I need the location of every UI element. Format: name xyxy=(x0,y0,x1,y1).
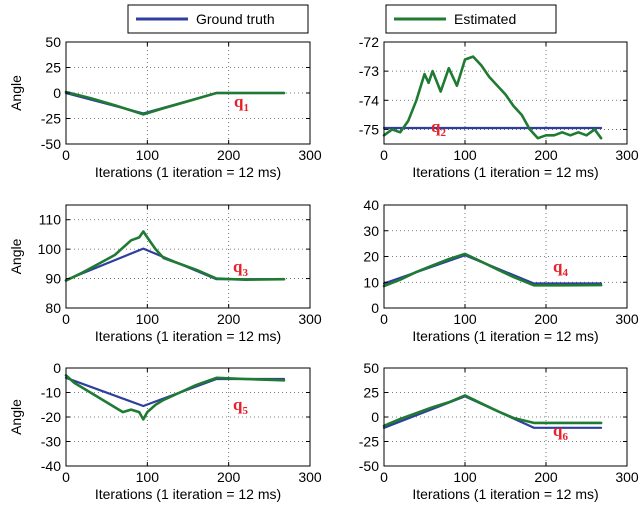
x-tick-label: 200 xyxy=(217,311,241,327)
legend-label: Estimated xyxy=(454,11,516,27)
y-tick-label: -40 xyxy=(41,458,61,474)
x-tick-label: 300 xyxy=(615,147,639,163)
axes-frame xyxy=(383,41,628,145)
x-tick-label: 100 xyxy=(453,147,477,163)
series-estimated xyxy=(382,252,603,288)
y-tick-label: -25 xyxy=(359,434,379,450)
x-tick-label: 300 xyxy=(615,469,639,485)
joint-label-letter: q xyxy=(234,92,244,111)
y-tick-label: -10 xyxy=(41,385,61,401)
joint-label-subscript: 4 xyxy=(562,267,568,279)
y-tick-label: 25 xyxy=(363,385,379,401)
legend-ground-truth: Ground truth xyxy=(127,4,309,34)
y-axis-label: Angle xyxy=(8,238,24,274)
y-tick-label: 0 xyxy=(53,85,61,101)
x-tick-label: 0 xyxy=(380,469,388,485)
x-tick-label: 0 xyxy=(62,469,70,485)
joint-label: q5 xyxy=(233,395,248,417)
x-tick-label: 100 xyxy=(136,469,160,485)
y-axis-label: Angle xyxy=(8,399,24,435)
subplot-q6: 0 100 200 300 -50 -25 0 25 50 Iterations (1 itera… xyxy=(359,360,639,502)
joint-label: q1 xyxy=(234,92,249,114)
subplot-q3: 0 100 200 300 80 90 100 110 Iterations (1 iterat… xyxy=(8,204,322,344)
joint-label-letter: q xyxy=(553,421,563,440)
y-tick-label: 0 xyxy=(371,409,379,425)
x-tick-label: 300 xyxy=(298,147,322,163)
joint-label-subscript: 1 xyxy=(243,102,249,114)
y-tick-label: -25 xyxy=(41,111,61,127)
y-tick-label: -20 xyxy=(41,409,61,425)
y-tick-label: -50 xyxy=(359,458,379,474)
x-axis-label: Iterations (1 iteration = 12 ms) xyxy=(412,164,598,180)
y-tick-label: 25 xyxy=(45,60,61,76)
subplot-q5: 0 100 200 300 -40 -30 -20 -10 0 Iterations (1 ite… xyxy=(8,360,322,502)
y-tick-label: 50 xyxy=(45,34,61,50)
plot-area xyxy=(66,205,310,308)
x-tick-label: 100 xyxy=(453,311,477,327)
x-tick-label: 200 xyxy=(534,469,558,485)
y-tick-label: 100 xyxy=(38,241,62,257)
y-tick-label: -50 xyxy=(41,136,61,152)
x-tick-label: 100 xyxy=(136,311,160,327)
x-tick-label: 0 xyxy=(380,311,388,327)
x-tick-label: 0 xyxy=(62,147,70,163)
y-tick-label: 0 xyxy=(53,360,61,376)
y-tick-label: 110 xyxy=(39,212,62,228)
subplot-q2: 0 100 200 300 -75 -74 -73 -72 Iterations (1 iter… xyxy=(359,34,639,180)
joint-label-subscript: 6 xyxy=(562,431,568,443)
x-tick-label: 0 xyxy=(380,147,388,163)
series-estimated xyxy=(64,90,286,116)
y-tick-label: 0 xyxy=(371,300,379,316)
y-tick-label: 90 xyxy=(45,271,61,287)
y-tick-label: -75 xyxy=(359,121,379,137)
x-axis-label: Iterations (1 iteration = 12 ms) xyxy=(95,328,281,344)
x-axis-label: Iterations (1 iteration = 12 ms) xyxy=(412,328,598,344)
joint-label: q2 xyxy=(431,117,446,139)
legend-estimated: Estimated xyxy=(385,4,557,34)
joint-label-letter: q xyxy=(233,257,243,276)
x-tick-label: 200 xyxy=(217,147,241,163)
y-tick-label: 30 xyxy=(363,223,379,239)
joint-label-subscript: 5 xyxy=(242,405,248,417)
x-tick-label: 200 xyxy=(534,311,558,327)
joint-label-letter: q xyxy=(553,257,563,276)
x-axis-label: Iterations (1 iteration = 12 ms) xyxy=(95,486,281,502)
x-tick-label: 100 xyxy=(453,469,477,485)
joint-label-letter: q xyxy=(233,395,243,414)
y-tick-label: 80 xyxy=(45,300,61,316)
series-estimated xyxy=(64,230,286,282)
subplot-q4: 0 100 200 300 0 10 20 30 40 Iterations (1 iterati… xyxy=(363,197,638,344)
series-estimated xyxy=(382,394,603,428)
joint-label-letter: q xyxy=(431,117,441,136)
y-axis-label: Angle xyxy=(8,75,24,111)
x-axis-label: Iterations (1 iteration = 12 ms) xyxy=(412,486,598,502)
joint-label: q4 xyxy=(553,257,568,279)
y-tick-label: 50 xyxy=(363,360,379,376)
x-tick-label: 100 xyxy=(136,147,160,163)
subplot-q1: 0 100 200 300 -50 -25 0 25 50 Iterations (1 itera… xyxy=(8,34,322,180)
y-tick-label: -73 xyxy=(359,63,379,79)
legend-label: Ground truth xyxy=(196,11,275,27)
x-tick-label: 300 xyxy=(615,311,639,327)
y-tick-label: -74 xyxy=(359,92,379,108)
x-axis-label: Iterations (1 iteration = 12 ms) xyxy=(95,164,281,180)
series-estimated xyxy=(382,55,603,140)
joint-label: q3 xyxy=(233,257,248,279)
joint-label-subscript: 2 xyxy=(440,127,446,139)
y-tick-label: 10 xyxy=(363,274,379,290)
x-tick-label: 300 xyxy=(298,311,322,327)
x-tick-label: 0 xyxy=(62,311,70,327)
y-tick-label: 40 xyxy=(363,197,379,213)
y-tick-label: -72 xyxy=(359,34,379,50)
joint-label-subscript: 3 xyxy=(242,267,248,279)
x-tick-label: 200 xyxy=(217,469,241,485)
x-tick-label: 300 xyxy=(298,469,322,485)
y-tick-label: -30 xyxy=(41,434,61,450)
joint-label: q6 xyxy=(553,421,568,443)
series-estimated xyxy=(64,374,286,421)
x-tick-label: 200 xyxy=(534,147,558,163)
y-tick-label: 20 xyxy=(363,249,379,265)
axes-frame xyxy=(65,204,311,309)
